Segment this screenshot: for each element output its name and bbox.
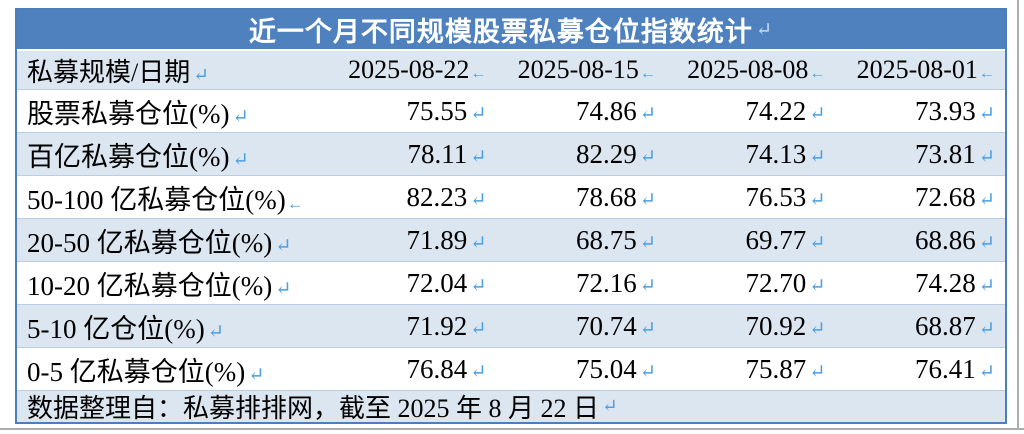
paragraph-mark-icon: ↵ [978,361,995,383]
paragraph-mark-icon: ↵ [978,318,995,340]
table-title-bar: 近一个月不同规模股票私募仓位指数统计 ↵ [17,10,1005,49]
paragraph-mark-icon: ↵ [639,103,656,125]
paragraph-mark-icon: ↵ [275,278,292,300]
table-header-row: 私募规模/日期 ↵ 2025-08-22← 2025-08-15← 2025-08… [17,49,1005,89]
cell-value: 76.41 ↵ [914,353,995,384]
row-label: 0-5 亿私募仓位(%) ↵ [27,356,265,387]
row-label: 5-10 亿仓位(%) ↵ [27,313,225,344]
column-header-scale: 私募规模/日期 ↵ [27,57,209,87]
paragraph-mark-icon: ↵ [809,103,826,125]
table-row: 20-50 亿私募仓位(%) ↵ 71.89 ↵ 68.75 ↵ 69.77 ↵ 68.… [17,218,1005,261]
row-label: 20-50 亿私募仓位(%) ↵ [27,227,292,258]
table-row: 百亿私募仓位(%) ↵ 78.11 ↵ 82.29 ↵ 74.13 ↵ 73.81 ↵ [17,132,1005,175]
paragraph-mark-icon: ← [978,65,995,82]
row-label: 50-100 亿私募仓位(%)← [27,184,304,215]
paragraph-mark-icon: ↵ [207,321,225,343]
paragraph-mark-icon: ↵ [809,146,826,168]
paragraph-mark-icon: ↵ [639,232,656,254]
footer-source-text: 数据整理自：私募排排网，截至 2025 年 8 月 22 日 [27,394,600,423]
column-header-date-1: 2025-08-22← [348,55,487,84]
row-label: 百亿私募仓位(%) ↵ [27,141,249,172]
paragraph-mark-icon: ↵ [809,189,826,211]
positions-table: 近一个月不同规模股票私募仓位指数统计 ↵ 私募规模/日期 ↵ 2025-08-22←… [15,8,1007,424]
cell-value: 76.84 ↵ [406,353,487,384]
cell-value: 69.77 ↵ [745,224,826,255]
paragraph-mark-icon: ← [470,65,487,82]
paragraph-mark-icon: ↵ [470,146,487,168]
cell-value: 74.86 ↵ [575,95,656,126]
cell-value: 78.68 ↵ [575,181,656,212]
paragraph-mark-icon: ↵ [248,364,265,386]
paragraph-mark-icon: ↵ [232,149,249,171]
paragraph-mark-icon: ↵ [470,189,487,211]
table-row: 5-10 亿仓位(%) ↵ 71.92 ↵ 70.74 ↵ 70.92 ↵ 68.87 ↵ [17,304,1005,347]
table-row: 10-20 亿私募仓位(%) ↵ 72.04 ↵ 72.16 ↵ 72.70 ↵ 74.… [17,261,1005,304]
paragraph-mark-icon: ↵ [809,318,826,340]
paragraph-mark-icon: ↵ [809,232,826,254]
cell-value: 74.22 ↵ [745,95,826,126]
cell-value: 76.53 ↵ [745,181,826,212]
paragraph-mark-icon: ← [809,65,826,82]
cell-value: 73.93 ↵ [914,95,995,126]
paragraph-mark-icon: ↵ [602,395,618,417]
cell-value: 72.68 ↵ [914,181,995,212]
paragraph-mark-icon: ↵ [639,318,656,340]
paragraph-mark-icon: ↵ [809,275,826,297]
paragraph-mark-icon: ↵ [639,189,656,211]
table-title: 近一个月不同规模股票私募仓位指数统计 [248,17,753,47]
table-row: 股票私募仓位(%) ↵ 75.55 ↵ 74.86 ↵ 74.22 ↵ 73.93 ↵ [17,89,1005,132]
column-header-date-3: 2025-08-08← [687,55,826,84]
cell-value: 68.86 ↵ [914,224,995,255]
cell-value: 82.23 ↵ [406,181,487,212]
paragraph-mark-icon: ↵ [755,19,774,41]
cell-value: 75.55 ↵ [406,95,487,126]
paragraph-mark-icon: ↵ [978,275,995,297]
row-label: 股票私募仓位(%) ↵ [27,98,249,129]
cell-value: 72.16 ↵ [575,267,656,298]
paragraph-mark-icon: ← [639,65,656,82]
paragraph-mark-icon: ↵ [470,232,487,254]
cell-value: 75.87 ↵ [745,353,826,384]
paragraph-mark-icon: ↵ [978,232,995,254]
cell-value: 78.11 ↵ [407,138,487,169]
paragraph-mark-icon: ↵ [193,64,209,86]
paragraph-mark-icon: ↵ [470,318,487,340]
paragraph-mark-icon: ↵ [470,361,487,383]
cell-value: 70.74 ↵ [575,310,656,341]
cell-value: 70.92 ↵ [745,310,826,341]
cell-value: 75.04 ↵ [575,353,656,384]
column-header-date-2: 2025-08-15← [517,55,656,84]
cell-value: 68.87 ↵ [914,310,995,341]
paragraph-mark-icon: ↵ [470,275,487,297]
paragraph-mark-icon: ↵ [639,275,656,297]
paragraph-mark-icon: ↵ [978,103,995,125]
cell-value: 74.13 ↵ [745,138,826,169]
cell-value: 71.92 ↵ [406,310,487,341]
table-row: 0-5 亿私募仓位(%) ↵ 76.84 ↵ 75.04 ↵ 75.87 ↵ 76.41… [17,347,1005,390]
paragraph-mark-icon: ↵ [978,189,995,211]
cell-value: 74.28 ↵ [914,267,995,298]
paragraph-mark-icon: ↵ [809,361,826,383]
cell-value: 82.29 ↵ [575,138,656,169]
cell-value: 71.89 ↵ [406,224,487,255]
paragraph-mark-icon: ↵ [639,361,656,383]
cell-value: 68.75 ↵ [575,224,656,255]
cell-value: 72.70 ↵ [745,267,826,298]
paragraph-mark-icon: ↵ [232,106,249,128]
table-footer: 数据整理自：私募排排网，截至 2025 年 8 月 22 日 ↵ [17,390,1005,423]
paragraph-mark-icon: ↵ [978,146,995,168]
paragraph-mark-icon: ← [286,193,304,213]
paragraph-mark-icon: ↵ [275,235,292,257]
cell-value: 73.81 ↵ [914,138,995,169]
cell-value: 72.04 ↵ [406,267,487,298]
page-bottom-edge [0,428,1024,430]
column-header-date-4: 2025-08-01← [856,55,995,84]
paragraph-mark-icon: ↵ [639,146,656,168]
table-row: 50-100 亿私募仓位(%)← 82.23 ↵ 78.68 ↵ 76.53 ↵ 72… [17,175,1005,218]
row-label: 10-20 亿私募仓位(%) ↵ [27,270,292,301]
page-right-edge [1017,0,1019,430]
paragraph-mark-icon: ↵ [470,103,487,125]
